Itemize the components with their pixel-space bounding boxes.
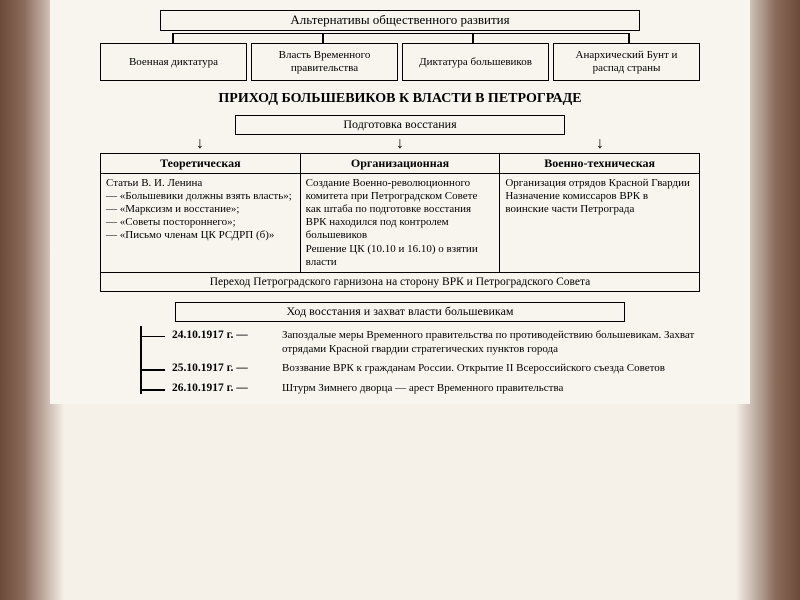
cell-1: Статьи В. И. Ленина — «Большевики должны… xyxy=(101,174,301,272)
timeline-row: 25.10.1917 г. — Воззвание ВРК к граждана… xyxy=(140,359,700,379)
alt-item-2: Власть Временного правительства xyxy=(251,43,398,81)
event-text-3: Штурм Зимнего дворца — арест Временного … xyxy=(282,382,700,396)
cell-3: Организация отрядов Красной Гвардии Назн… xyxy=(500,174,699,272)
table-footer: Переход Петроградского гарнизона на стор… xyxy=(101,273,699,291)
preparation-arrows: ↓ ↓ ↓ xyxy=(100,135,700,153)
alt-item-3: Диктатура большевиков xyxy=(402,43,549,81)
connector-lines xyxy=(100,33,700,43)
alternatives-row: Военная диктатура Власть Временного прав… xyxy=(100,43,700,81)
event-text-2: Воззвание ВРК к гражданам России. Открыт… xyxy=(282,362,700,376)
arrow-down-icon: ↓ xyxy=(500,135,700,153)
col-header-2: Организационная xyxy=(301,154,501,173)
event-text-1: Запоздалые меры Временного правительства… xyxy=(282,329,700,357)
preparation-header: Подготовка восстания xyxy=(235,115,565,135)
preparation-table: Теоретическая Организационная Военно-тех… xyxy=(100,153,700,292)
event-date-1: 24.10.1917 г. — xyxy=(172,329,282,341)
alt-item-4: Анархический Бунт и распад страны xyxy=(553,43,700,81)
cell-2: Создание Военно-революционного комитета … xyxy=(301,174,501,272)
event-date-3: 26.10.1917 г. — xyxy=(172,382,282,394)
timeline-row: 24.10.1917 г. — Запоздалые меры Временно… xyxy=(140,326,700,360)
main-title: ПРИХОД БОЛЬШЕВИКОВ К ВЛАСТИ В ПЕТРОГРАДЕ xyxy=(100,91,700,107)
course-header: Ход восстания и захват власти большевика… xyxy=(175,302,625,322)
alternatives-header: Альтернативы общественного развития xyxy=(160,10,640,31)
col-header-3: Военно-техническая xyxy=(500,154,699,173)
timeline: 24.10.1917 г. — Запоздалые меры Временно… xyxy=(140,326,700,399)
arrow-down-icon: ↓ xyxy=(300,135,500,153)
timeline-row: 26.10.1917 г. — Штурм Зимнего дворца — а… xyxy=(140,379,700,399)
alt-item-1: Военная диктатура xyxy=(100,43,247,81)
arrow-down-icon: ↓ xyxy=(100,135,300,153)
col-header-1: Теоретическая xyxy=(101,154,301,173)
event-date-2: 25.10.1917 г. — xyxy=(172,362,282,374)
